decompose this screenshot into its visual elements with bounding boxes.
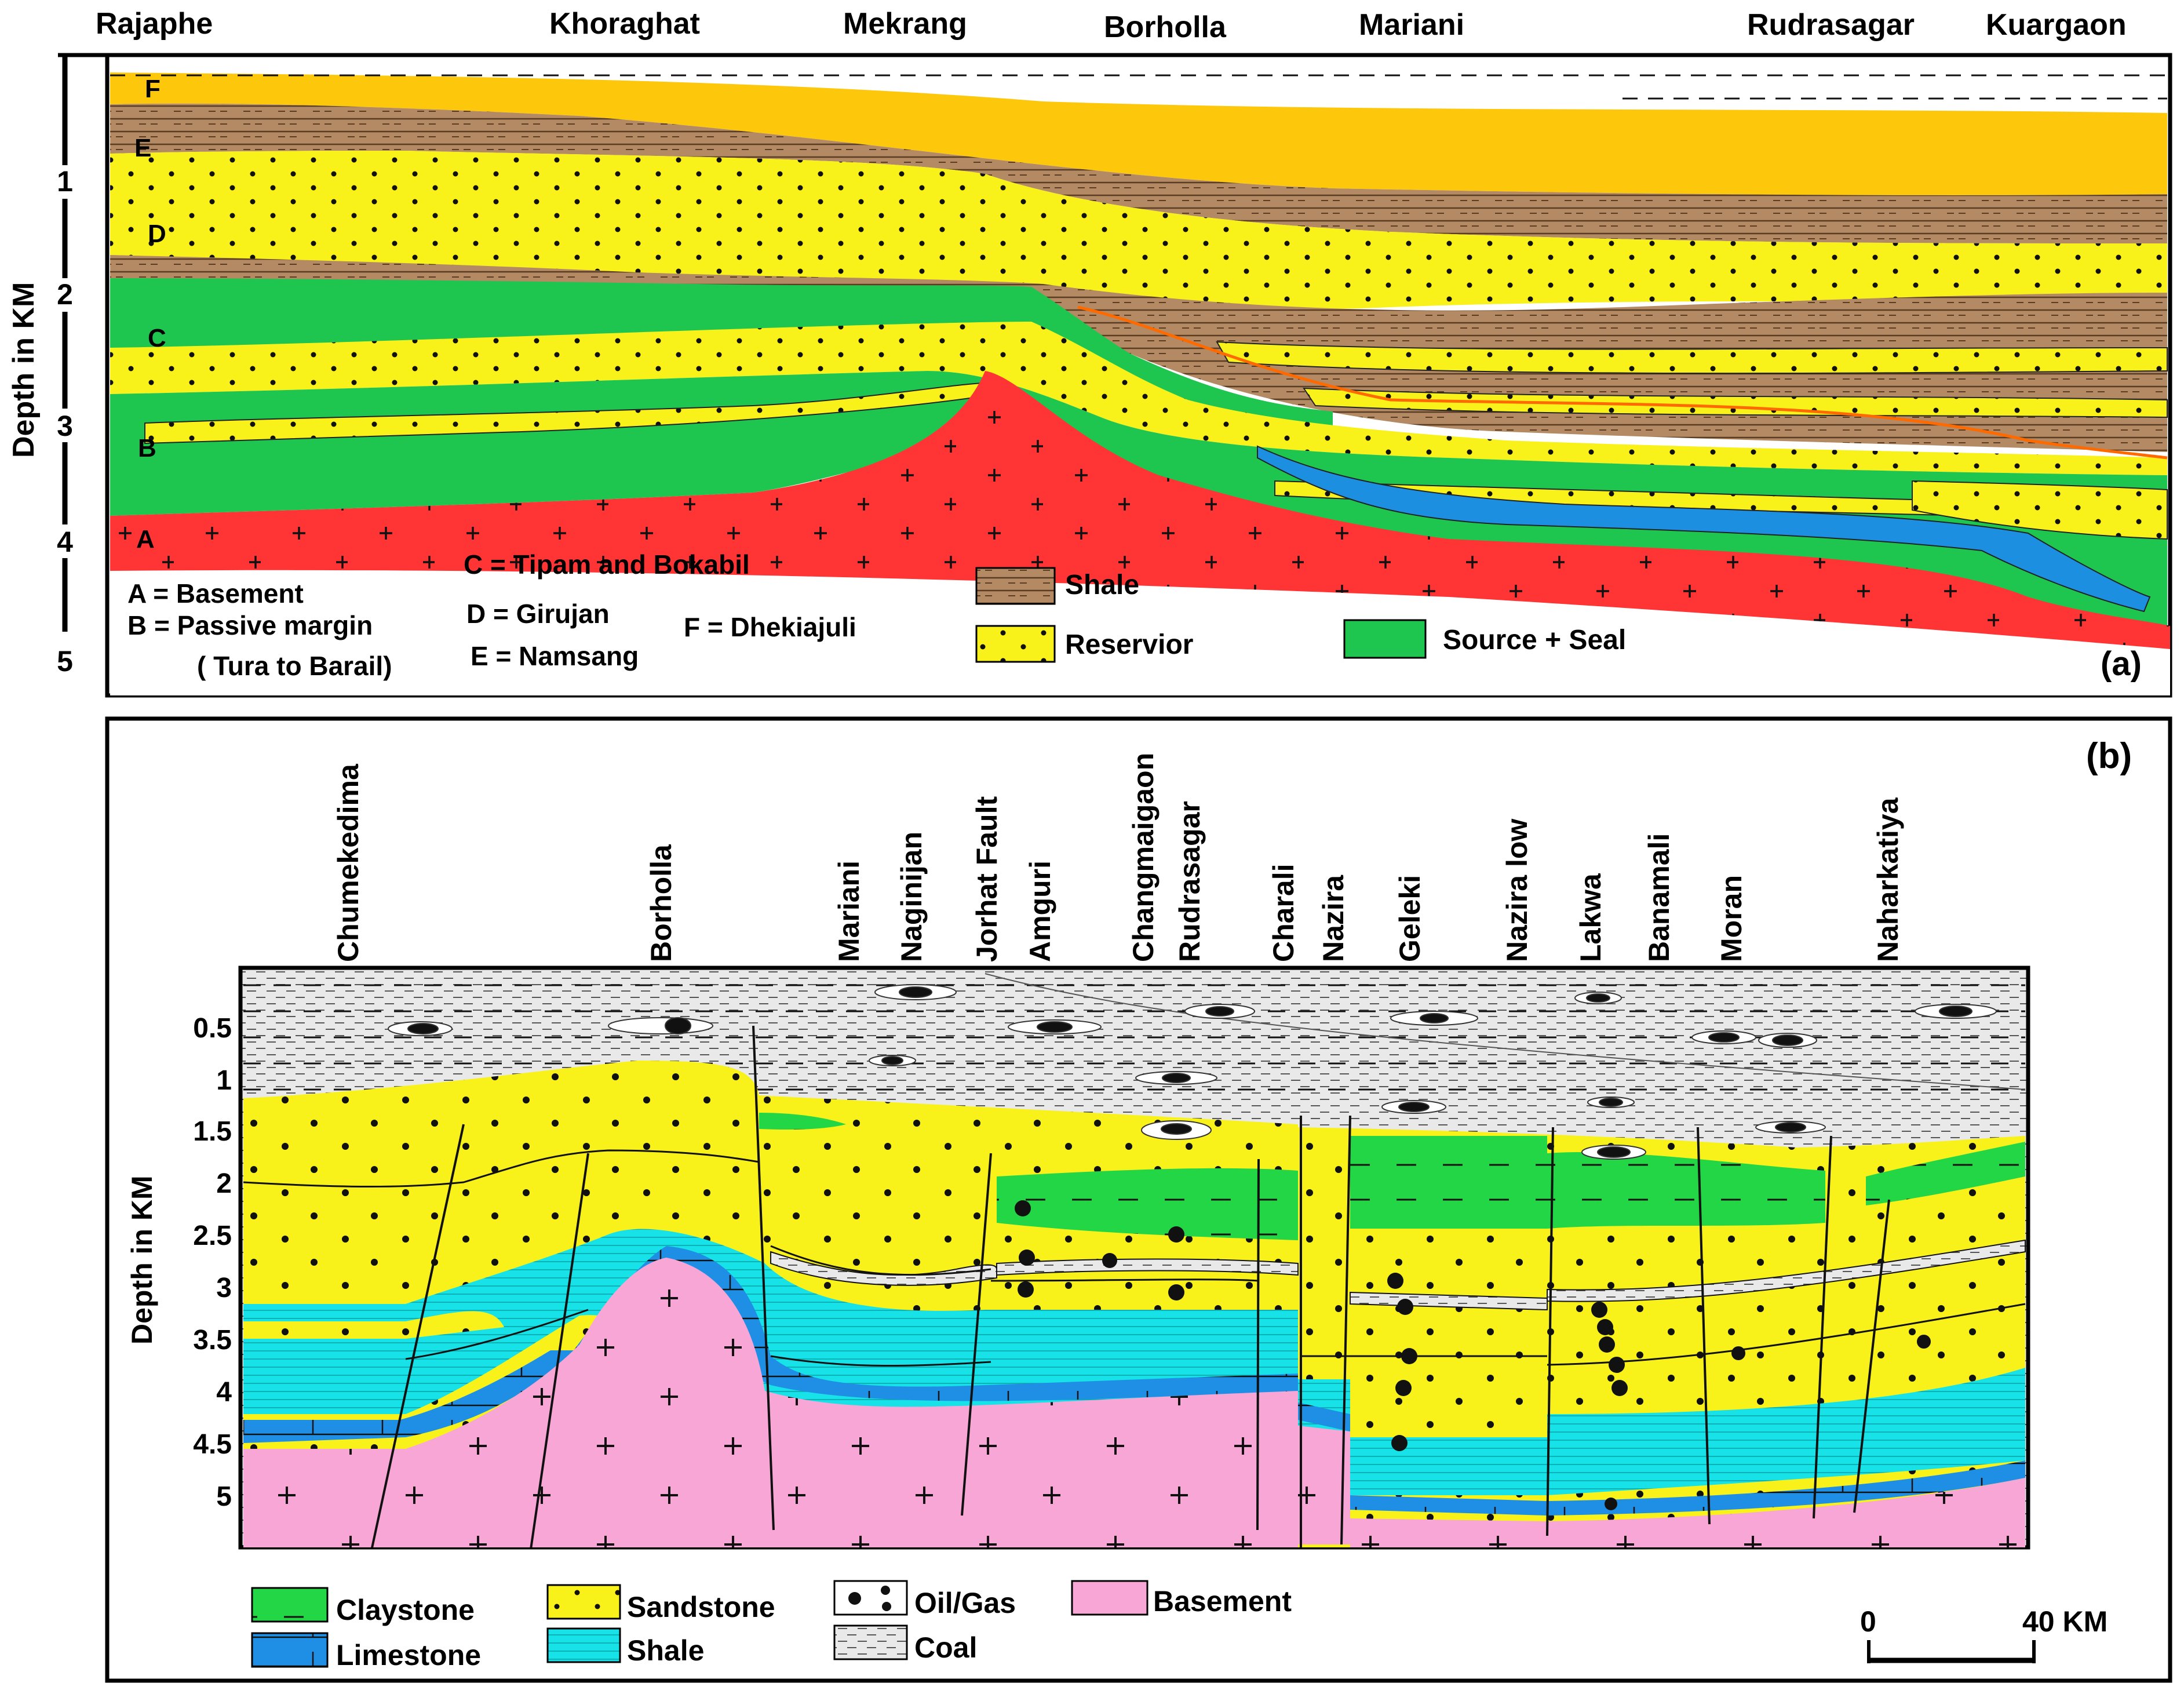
loc-b-amguri: Amguri <box>1024 861 1056 962</box>
legend-limestone-label: Limestone <box>336 1639 481 1671</box>
key-c-tipam: C = Tipam and Bokabil <box>464 549 750 580</box>
loc-b-nazira-low: Nazira low <box>1501 819 1533 962</box>
limestone-band <box>243 1246 1298 1443</box>
claystone-band <box>997 1168 1298 1240</box>
legend-coal-label: Coal <box>914 1631 977 1664</box>
panel-b: (b) Chumekedima Borholla Mariani Naginij… <box>105 716 2172 1683</box>
panel-b-tag: (b) <box>2086 736 2132 776</box>
panel-a-tag: (a) <box>2101 645 2142 683</box>
panel-a: Rajaphe Khoraghat Mekrang Borholla Maria… <box>7 7 2172 698</box>
layer-e-namsang <box>110 103 2167 243</box>
legend-claystone-swatch <box>251 1587 329 1623</box>
loc-a-mekrang: Mekrang <box>843 7 967 41</box>
depth-tick-b-5: 5 <box>216 1481 232 1512</box>
depth-tick-b-1-5: 1.5 <box>193 1116 232 1147</box>
depth-tick-a-5: 5 <box>57 645 73 677</box>
legend-sandstone-swatch <box>546 1584 621 1620</box>
legend-a-reservoir-swatch <box>975 625 1056 663</box>
legend-shale-label: Shale <box>627 1634 704 1667</box>
unit-letter-b: B <box>138 434 156 462</box>
depth-tick-b-2: 2 <box>216 1168 232 1199</box>
loc-b-geleki: Geleki <box>1394 875 1426 962</box>
legend-a-shale-swatch <box>975 567 1056 605</box>
legend-a-shale-label: Shale <box>1065 570 1139 600</box>
depth-title-b: Depth in KM <box>126 1175 158 1345</box>
faults <box>371 1025 1890 1547</box>
legend-a-source-seal-label: Source + Seal <box>1443 625 1626 655</box>
scale-bar: 0 40 KM <box>1860 1605 2108 1663</box>
loc-b-naginijan: Naginijan <box>895 832 928 962</box>
legend-basement-label: Basement <box>1153 1585 1292 1618</box>
legend-oilgas-label: Oil/Gas <box>914 1587 1016 1619</box>
loc-b-changmaigaon: Changmaigaon <box>1127 753 1160 962</box>
loc-b-borholla: Borholla <box>645 844 677 962</box>
depth-tick-a-3: 3 <box>57 410 73 442</box>
depth-tick-a-4: 4 <box>57 526 73 558</box>
cross-section-b <box>243 973 2026 1547</box>
loc-a-mariani: Mariani <box>1359 8 1464 42</box>
loc-b-rudrasagar: Rudrasagar <box>1173 801 1206 962</box>
legend-limestone-swatch <box>251 1632 329 1668</box>
key-a-basement: A = Basement <box>127 578 304 609</box>
location-labels-b: Chumekedima Borholla Mariani Naginijan J… <box>332 753 1904 962</box>
loc-a-rajaphe: Rajaphe <box>96 7 213 41</box>
unit-letter-a: A <box>136 525 155 553</box>
layer-carbonate <box>1257 445 2151 613</box>
depth-title-a: Depth in KM <box>7 282 41 458</box>
loc-b-chumekedima: Chumekedima <box>332 763 364 962</box>
legend-oilgas-swatch <box>833 1580 908 1616</box>
loc-b-lakwa: Lakwa <box>1574 873 1607 962</box>
depth-tick-b-4-5: 4.5 <box>193 1429 232 1460</box>
legend-shale-swatch <box>546 1627 621 1663</box>
loc-a-khoraghat: Khoraghat <box>549 7 700 41</box>
oil-gas-lenses <box>388 984 1997 1160</box>
loc-b-banamali: Banamali <box>1643 833 1675 962</box>
depth-tick-b-3-5: 3.5 <box>193 1325 232 1356</box>
unit-letter-f: F <box>145 75 161 103</box>
loc-b-mariani: Mariani <box>833 861 865 962</box>
loc-b-naharkatiya: Naharkatiya <box>1872 797 1904 962</box>
key-b-passive-margin: B = Passive margin <box>127 610 373 640</box>
loc-b-moran: Moran <box>1715 875 1748 962</box>
layer-d-girujan <box>110 151 2167 309</box>
scale-start: 0 <box>1860 1605 1876 1638</box>
basement-b <box>243 1258 1350 1547</box>
depth-tick-b-4: 4 <box>216 1377 232 1408</box>
loc-b-charali: Charali <box>1267 864 1300 962</box>
key-f-dhekiajuli: F = Dhekiajuli <box>684 612 856 642</box>
loc-a-rudrasagar: Rudrasagar <box>1747 8 1915 42</box>
legend-a-source-seal-swatch <box>1343 619 1427 659</box>
cross-section-a <box>110 72 2170 695</box>
loc-b-nazira: Nazira <box>1317 875 1350 962</box>
loc-a-borholla: Borholla <box>1104 10 1227 44</box>
key-d-girujan: D = Girujan <box>466 599 610 629</box>
depth-tick-b-0-5: 0.5 <box>193 1013 232 1044</box>
scale-end: 40 KM <box>2022 1605 2108 1638</box>
depth-ticks-b: 0.5 1 1.5 2 2.5 3 3.5 4 4.5 5 <box>193 1013 232 1512</box>
unit-letter-c: C <box>148 324 166 352</box>
layer-f-dhekiajuli <box>110 72 2167 195</box>
depth-tick-b-1: 1 <box>216 1065 232 1096</box>
loc-b-jorhat-fault: Jorhat Fault <box>971 796 1003 962</box>
legend-coal-swatch <box>833 1624 908 1660</box>
key-b-tura-barail: ( Tura to Barail) <box>197 651 392 681</box>
legend-basement-swatch <box>1071 1580 1148 1616</box>
legend-a-reservoir-label: Reservior <box>1065 629 1193 660</box>
legend-claystone-label: Claystone <box>336 1594 475 1626</box>
depth-tick-b-2-5: 2.5 <box>193 1221 232 1251</box>
depth-tick-a-2: 2 <box>57 278 73 311</box>
panel-b-frame <box>105 716 2172 1683</box>
depth-tick-a-1: 1 <box>57 165 73 198</box>
depth-tick-b-3: 3 <box>216 1273 232 1303</box>
legend-sandstone-label: Sandstone <box>627 1591 775 1623</box>
loc-a-kuargaon: Kuargaon <box>1986 8 2127 42</box>
unit-letter-e: E <box>134 134 151 162</box>
unit-letter-d: D <box>148 220 166 248</box>
oil-gas-dots <box>1015 1200 1931 1510</box>
key-e-namsang: E = Namsang <box>471 641 639 671</box>
